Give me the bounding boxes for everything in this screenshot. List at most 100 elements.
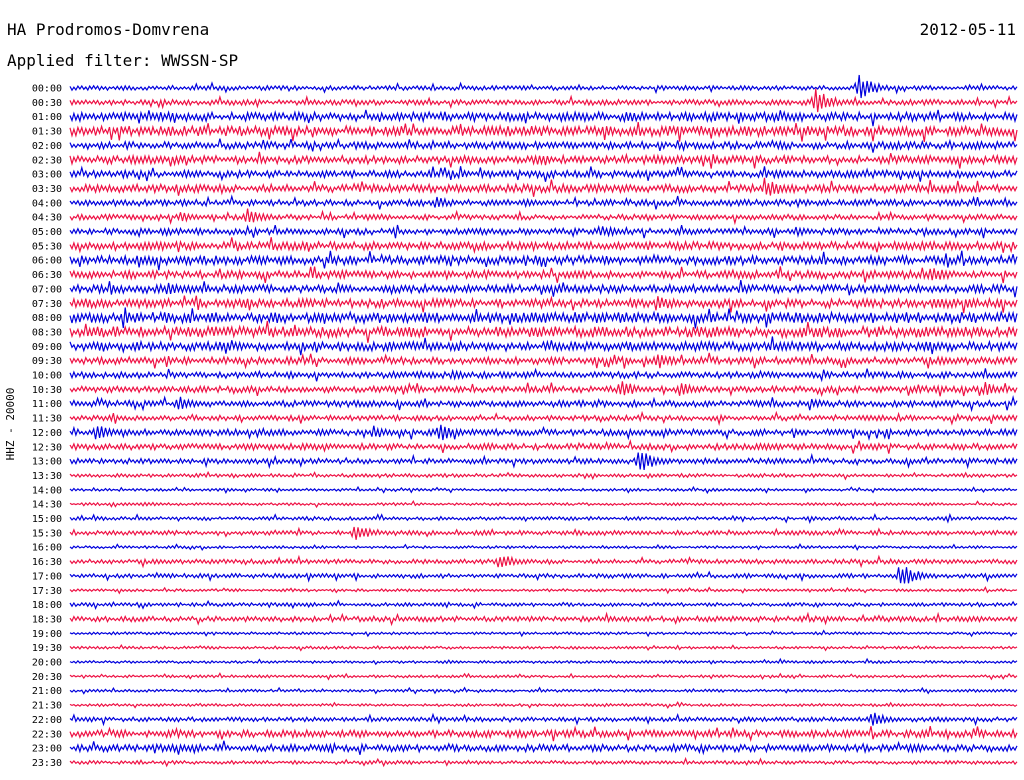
tick-label: 11:00 [32, 399, 62, 410]
tick-label: 10:30 [32, 385, 62, 396]
trace-row [69, 512, 1018, 524]
trace-row [69, 74, 1018, 99]
tick-label: 07:30 [32, 299, 62, 310]
trace-row [69, 88, 1018, 113]
trace-row [69, 499, 1018, 509]
seismic-traces [69, 74, 1018, 768]
trace-row [69, 629, 1018, 638]
tick-label: 12:30 [32, 442, 62, 453]
tick-label: 01:30 [32, 127, 62, 138]
trace-row [69, 280, 1018, 298]
tick-label: 00:30 [32, 98, 62, 109]
trace-row [69, 586, 1018, 595]
tick-label: 05:00 [32, 227, 62, 238]
trace-row [69, 266, 1018, 284]
tick-label: 03:00 [32, 170, 62, 181]
tick-label: 08:00 [32, 313, 62, 324]
tick-label: 17:00 [32, 571, 62, 582]
tick-label: 17:30 [32, 586, 62, 597]
trace-row [69, 485, 1018, 495]
trace-row [69, 712, 1018, 727]
tick-label: 19:30 [32, 643, 62, 654]
tick-label: 05:30 [32, 241, 62, 252]
tick-label: 14:00 [32, 485, 62, 496]
trace-row [69, 686, 1018, 695]
trace-row [69, 352, 1018, 370]
trace-row [69, 644, 1018, 652]
trace-row [69, 336, 1018, 356]
trace-row [69, 452, 1018, 470]
tick-label: 06:30 [32, 270, 62, 281]
trace-row [69, 672, 1018, 681]
trace-row [69, 320, 1018, 343]
tick-label: 20:00 [32, 658, 62, 669]
trace-row [69, 410, 1018, 427]
tick-label: 18:30 [32, 614, 62, 625]
tick-label: 18:00 [32, 600, 62, 611]
trace-row [69, 307, 1018, 329]
trace-row [69, 424, 1018, 442]
trace-row [69, 165, 1018, 182]
tick-label: 08:30 [32, 327, 62, 338]
trace-row [69, 137, 1018, 153]
trace-row [69, 250, 1018, 271]
trace-row [69, 381, 1018, 398]
trace-row [69, 367, 1018, 383]
filter-subtitle: Applied filter: WWSSN-SP [7, 51, 238, 70]
trace-row [69, 295, 1018, 314]
trace-row [69, 208, 1018, 226]
tick-label: 02:30 [32, 155, 62, 166]
tick-label: 09:00 [32, 342, 62, 353]
trace-row [69, 756, 1018, 768]
trace-row [69, 701, 1018, 709]
tick-labels: 00:00 00:30 01:00 01:30 02:00 02:30 03:00 03:30… [32, 84, 62, 769]
tick-label: 07:00 [32, 284, 62, 295]
station-title: HA Prodromos-Domvrena [7, 20, 209, 39]
tick-label: 15:00 [32, 514, 62, 525]
tick-label: 11:30 [32, 414, 62, 425]
trace-row [69, 611, 1018, 627]
tick-label: 23:30 [32, 758, 62, 769]
trace-row [69, 151, 1018, 169]
tick-label: 12:00 [32, 428, 62, 439]
trace-row [69, 224, 1018, 239]
tick-label: 13:00 [32, 457, 62, 468]
tick-label: 10:00 [32, 371, 62, 382]
trace-row [69, 194, 1018, 210]
tick-label: 00:00 [32, 84, 62, 95]
tick-label: 01:00 [32, 112, 62, 123]
tick-label: 04:30 [32, 213, 62, 224]
tick-label: 02:00 [32, 141, 62, 152]
trace-row [69, 395, 1018, 413]
trace-row [69, 725, 1018, 743]
trace-row [69, 237, 1018, 255]
tick-label: 13:30 [32, 471, 62, 482]
trace-row [69, 657, 1018, 666]
trace-row [69, 554, 1018, 569]
tick-label: 22:00 [32, 715, 62, 726]
tick-label: 06:00 [32, 256, 62, 267]
tick-label: 04:00 [32, 198, 62, 209]
tick-label: 03:30 [32, 184, 62, 195]
tick-label: 20:30 [32, 672, 62, 683]
tick-label: 23:00 [32, 744, 62, 755]
tick-label: 14:30 [32, 500, 62, 511]
tick-label: 19:00 [32, 629, 62, 640]
trace-row [69, 599, 1018, 611]
tick-label: 15:30 [32, 528, 62, 539]
tick-label: 16:00 [32, 543, 62, 554]
tick-label: 22:30 [32, 729, 62, 740]
tick-label: 21:00 [32, 686, 62, 697]
trace-row [69, 122, 1018, 142]
trace-row [69, 177, 1018, 197]
trace-row [69, 109, 1018, 127]
trace-row [69, 439, 1018, 454]
trace-row [69, 567, 1018, 584]
trace-row [69, 470, 1018, 481]
date-label: 2012-05-11 [920, 20, 1016, 39]
tick-label: 09:30 [32, 356, 62, 367]
trace-row [69, 543, 1018, 552]
tick-label: 21:30 [32, 701, 62, 712]
trace-row [69, 526, 1018, 540]
